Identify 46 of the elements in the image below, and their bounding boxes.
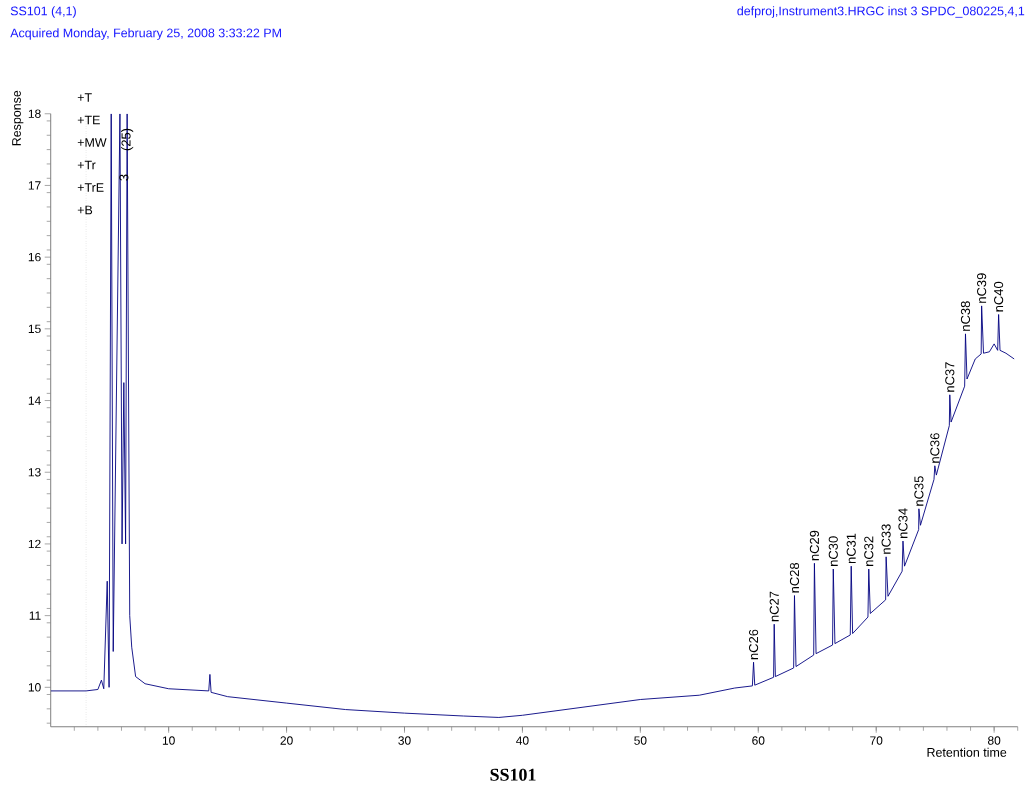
annotation: 3 <box>119 174 129 181</box>
annotation: nC27 <box>769 591 779 622</box>
text: SS101 <box>490 768 536 781</box>
x-tick-label: 80 <box>988 736 1001 745</box>
y-tick-label: 13 <box>28 468 41 477</box>
annotation: nC28 <box>789 562 800 593</box>
annotation: +TrE <box>77 183 104 192</box>
x-tick-label: 50 <box>634 736 647 745</box>
annotation: +MW <box>77 138 107 147</box>
annotation: nC40 <box>994 281 1004 312</box>
annotation: nC29 <box>809 530 819 561</box>
annotation: nC35 <box>914 476 924 506</box>
y-tick-label: 15 <box>28 324 41 334</box>
text: Acquired Monday, February 25, 2008 3:33:22 PM <box>10 28 281 40</box>
x-tick-label: 70 <box>870 736 883 745</box>
annotation: nC32 <box>864 536 874 566</box>
y-tick-label: 14 <box>28 396 41 405</box>
annotation: nC38 <box>960 301 971 331</box>
x-tick-label: 10 <box>162 736 175 745</box>
y-tick-label: 16 <box>28 252 41 262</box>
x-axis-title: Retention time <box>927 747 1007 757</box>
annotation: +Tr <box>77 160 96 170</box>
x-tick-label: 40 <box>516 736 529 745</box>
y-tick-label: 17 <box>28 181 41 190</box>
annotation: nC34 <box>898 508 908 539</box>
x-tick-label: 30 <box>398 736 411 745</box>
annotation: nC31 <box>846 533 856 564</box>
annotation: +B <box>77 205 93 215</box>
annotation: nC37 <box>945 362 955 392</box>
text: SS101 (4,1) <box>10 6 76 18</box>
x-tick-label: 60 <box>752 736 765 745</box>
annotation: nC39 <box>977 273 987 303</box>
y-tick-label: 10 <box>28 683 41 692</box>
annotation: nC26 <box>748 629 759 660</box>
annotation: nC30 <box>828 536 838 566</box>
x-tick-label: 20 <box>280 736 293 745</box>
annotation: (25) <box>121 128 134 151</box>
y-tick-label: 12 <box>28 539 41 549</box>
annotation: nC36 <box>930 433 940 463</box>
text: defproj,Instrument3.HRGC inst 3 SPDC_080225,4,1 <box>737 6 1025 18</box>
y-axis-title: Response <box>12 90 24 146</box>
text: +T <box>77 93 92 102</box>
annotation: nC33 <box>881 524 891 554</box>
y-tick-label: 11 <box>29 611 41 620</box>
y-tick-label: 18 <box>28 109 41 118</box>
annotation: +TE <box>77 115 100 125</box>
